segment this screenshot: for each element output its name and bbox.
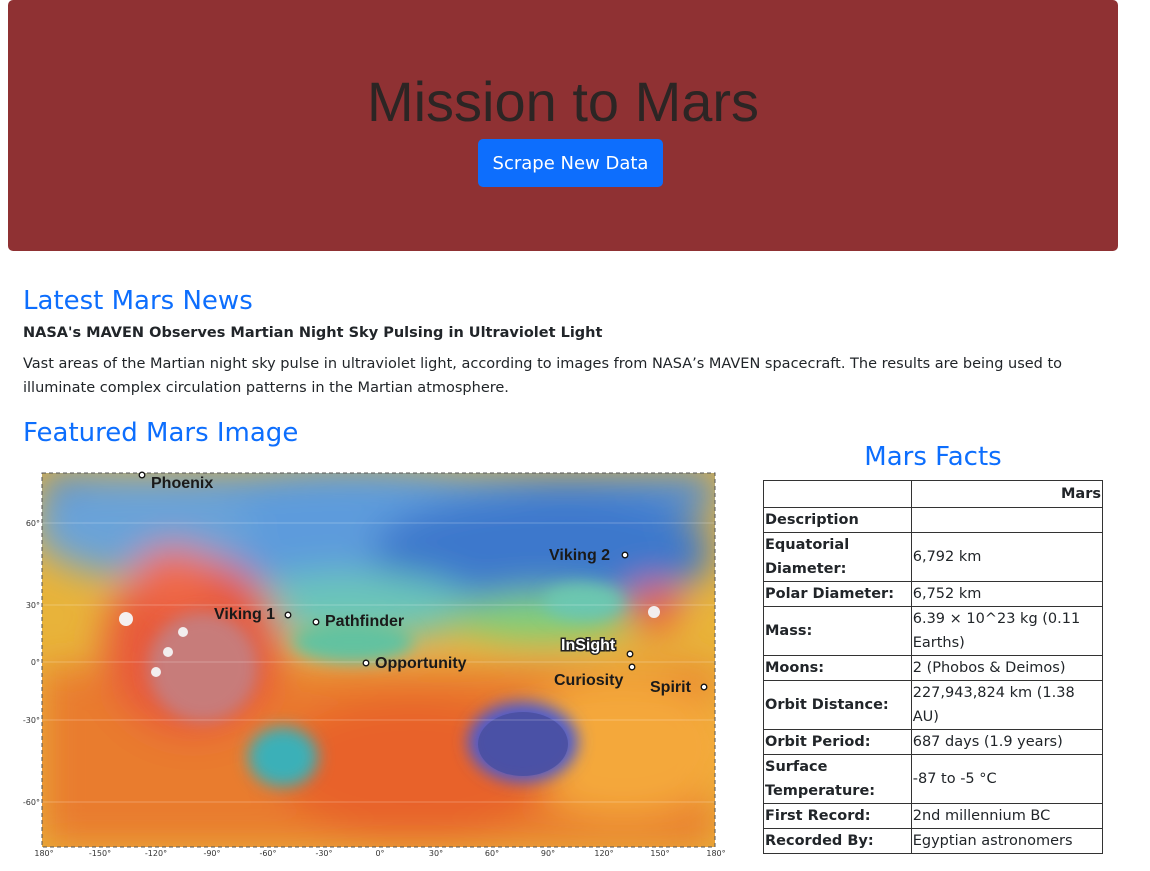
fact-value: 227,943,824 km (1.38 AU) (910, 680, 1104, 730)
lander-label: Spirit (650, 679, 692, 696)
longitude-label: -150° (89, 849, 111, 858)
fact-value: 687 days (1.9 years) (910, 729, 1104, 755)
fact-label: Recorded By: (763, 828, 912, 854)
news-heading: Latest Mars News (23, 286, 253, 316)
latitude-label: 0° (31, 658, 40, 667)
longitude-label: -30° (315, 849, 332, 858)
header-banner: Mission to Mars Scrape New Data (8, 0, 1118, 251)
mars-facts-heading: Mars Facts (864, 442, 1002, 472)
fact-label: Moons: (763, 655, 912, 681)
latitude-label: 30° (26, 601, 40, 610)
fact-label: Polar Diameter: (763, 581, 912, 607)
lander-label: Opportunity (375, 655, 467, 672)
lander-label: InSight (561, 637, 616, 654)
featured-mars-image: 60° 30° 0° -30° -60° 180° -150° -120° -90° -60° -… (23, 467, 728, 862)
fact-value: 6,752 km (910, 581, 1104, 607)
mars-topography-map: 60° 30° 0° -30° -60° 180° -150° -120° -90° -60° -… (23, 471, 726, 858)
news-title: NASA's MAVEN Observes Martian Night Sky … (23, 325, 603, 341)
longitude-label: 180° (706, 849, 725, 858)
longitude-label: 30° (429, 849, 443, 858)
fact-label: Mass: (763, 606, 912, 656)
longitude-label: 90° (541, 849, 555, 858)
fact-label: Surface Temperature: (763, 754, 912, 804)
lander-marker (138, 471, 146, 479)
latitude-label: 60° (26, 519, 40, 528)
lander-label: Viking 1 (214, 606, 275, 623)
table-row: Polar Diameter: 6,752 km (763, 581, 1104, 607)
table-row: Equatorial Diameter: 6,792 km (763, 532, 1104, 582)
table-row: First Record: 2nd millennium BC (763, 803, 1104, 829)
lander-label: Viking 2 (549, 547, 610, 564)
page-title: Mission to Mars (366, 70, 760, 133)
lander-label: Curiosity (554, 672, 623, 689)
table-row: Surface Temperature: -87 to -5 °C (763, 754, 1104, 804)
longitude-label: 150° (650, 849, 669, 858)
lander-label: Phoenix (151, 475, 213, 492)
table-row: Orbit Period: 687 days (1.9 years) (763, 729, 1104, 755)
lander-marker (626, 650, 634, 658)
scrape-new-data-button[interactable]: Scrape New Data (478, 139, 663, 187)
latitude-label: -60° (23, 798, 40, 807)
fact-label: Equatorial Diameter: (763, 532, 912, 582)
fact-label: First Record: (763, 803, 912, 829)
latitude-label: -30° (23, 716, 40, 725)
table-header-row: Mars (763, 480, 1104, 508)
fact-value: 2 (Phobos & Deimos) (910, 655, 1104, 681)
lander-marker (312, 618, 320, 626)
news-paragraph: Vast areas of the Martian night sky puls… (23, 356, 1063, 396)
longitude-label: 120° (594, 849, 613, 858)
table-row: Moons: 2 (Phobos & Deimos) (763, 655, 1104, 681)
lander-marker (621, 551, 629, 559)
fact-value: 6.39 × 10^23 kg (0.11 Earths) (910, 606, 1104, 656)
table-row: Orbit Distance: 227,943,824 km (1.38 AU) (763, 680, 1104, 730)
fact-label: Description (763, 507, 912, 533)
longitude-label: -120° (145, 849, 167, 858)
longitude-label: -90° (203, 849, 220, 858)
longitude-label: 60° (485, 849, 499, 858)
lander-marker (628, 663, 636, 671)
longitude-label: 180° (34, 849, 53, 858)
lander-marker (700, 683, 708, 691)
fact-value: 6,792 km (910, 532, 1104, 582)
mars-facts-table: Mars Description Equatorial Diameter: 6,79… (763, 480, 1104, 854)
table-header-mars: Mars (910, 480, 1104, 508)
fact-value: -87 to -5 °C (910, 754, 1104, 804)
fact-label: Orbit Period: (763, 729, 912, 755)
table-row: Description (763, 507, 1104, 533)
fact-value: 2nd millennium BC (910, 803, 1104, 829)
fact-value (910, 507, 1104, 533)
fact-label: Orbit Distance: (763, 680, 912, 730)
featured-image-heading: Featured Mars Image (23, 418, 299, 448)
lander-label: Pathfinder (325, 613, 404, 630)
longitude-label: 0° (375, 849, 384, 858)
lander-marker (284, 611, 292, 619)
table-header-empty (763, 480, 912, 508)
lander-marker (362, 659, 370, 667)
longitude-label: -60° (259, 849, 276, 858)
fact-value: Egyptian astronomers (910, 828, 1104, 854)
table-row: Mass: 6.39 × 10^23 kg (0.11 Earths) (763, 606, 1104, 656)
table-row: Recorded By: Egyptian astronomers (763, 828, 1104, 854)
